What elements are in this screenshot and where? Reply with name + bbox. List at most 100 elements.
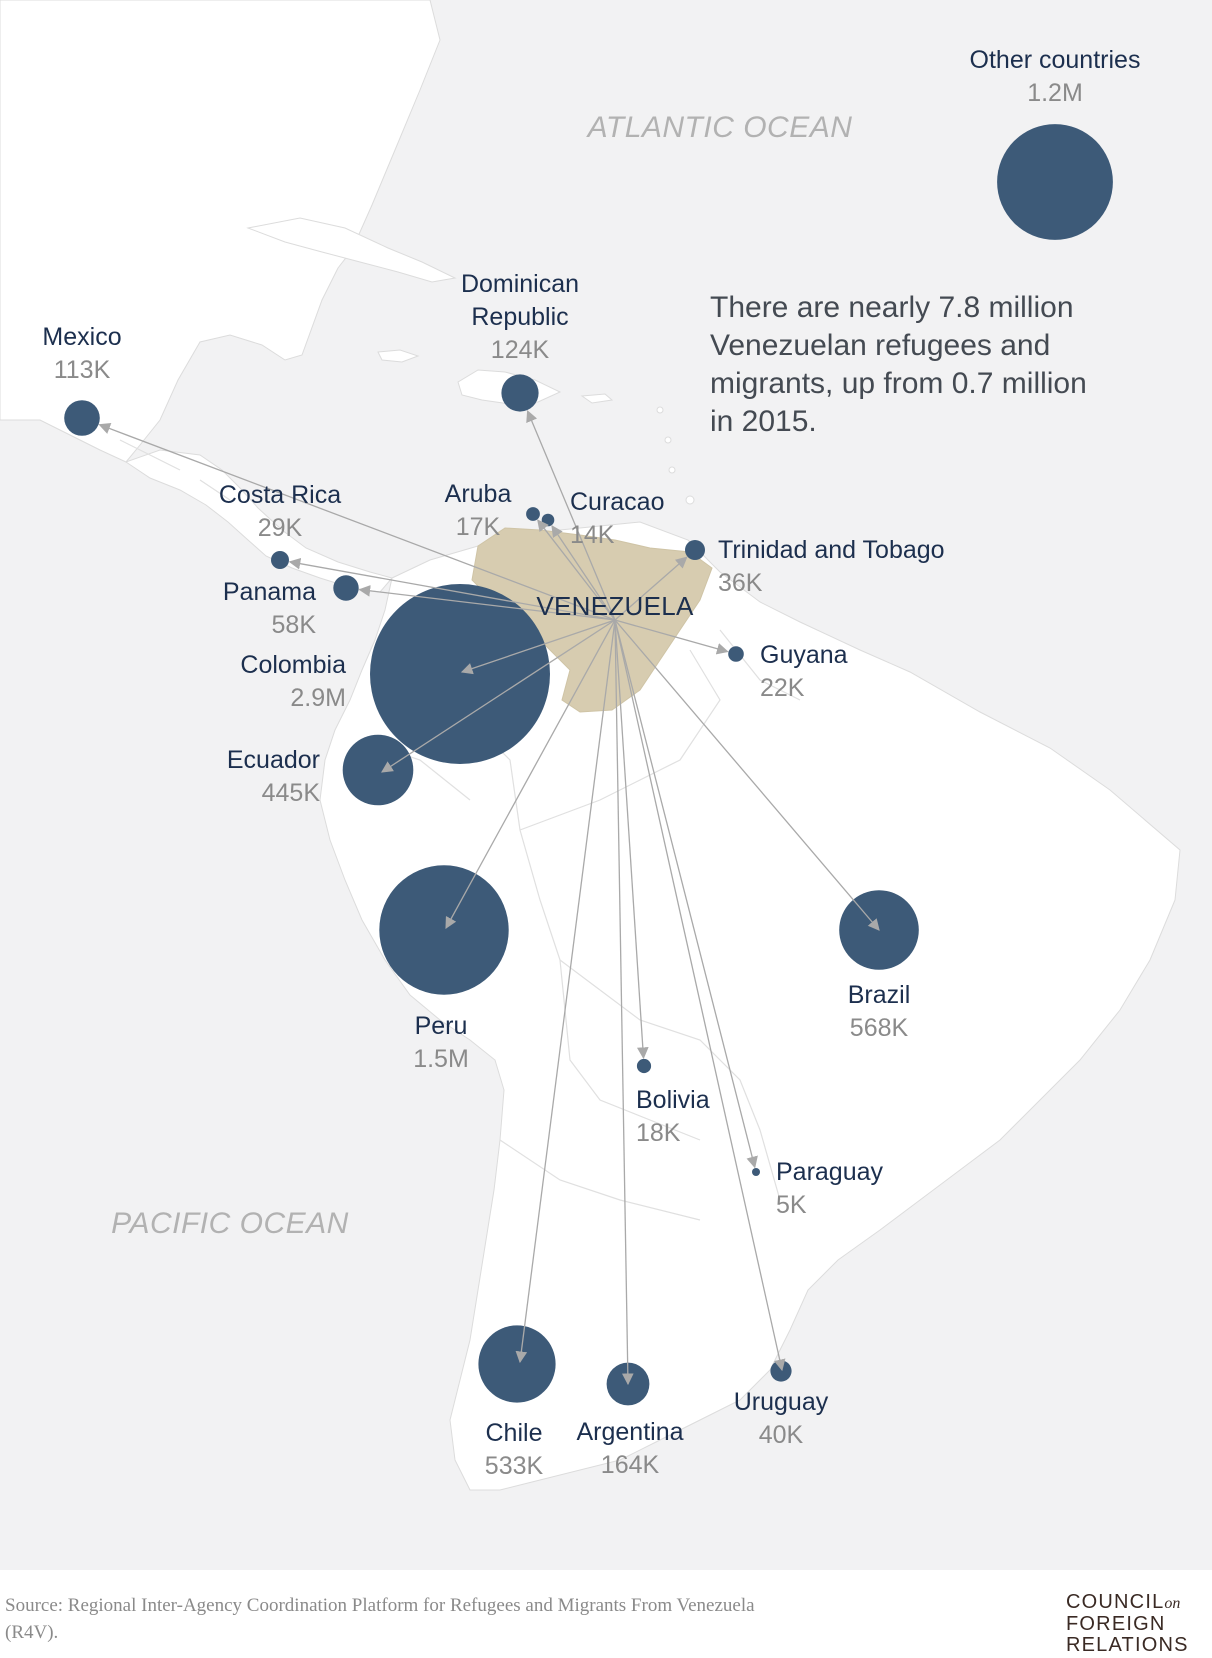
label-value-peru: 1.5M [413, 1045, 469, 1073]
destination-labels: Mexico 113K Dominican Republic 124K Costa Ric… [42, 46, 1140, 1480]
label-value-colombia: 2.9M [290, 684, 346, 712]
label-name-curacao: Curacao [570, 488, 665, 516]
destination-bubbles [64, 124, 1113, 1406]
label-name-trinidad-and-tobago: Trinidad and Tobago [718, 536, 945, 564]
label-name-panama: Panama [223, 578, 316, 606]
label-name-uruguay: Uruguay [734, 1388, 829, 1416]
label-name-ecuador: Ecuador [227, 746, 320, 774]
bubble-trinidad-and-tobago [685, 540, 705, 560]
bubble-dominican-republic [501, 374, 539, 412]
land-island [656, 406, 664, 414]
cfr-logo: COUNCILon FOREIGN RELATIONS [1066, 1592, 1206, 1656]
label-value-curacao: 14K [570, 521, 615, 549]
bubble-guyana [728, 646, 744, 662]
summary-line: migrants, up from 0.7 million [710, 367, 1087, 400]
source-note: Source: Regional Inter-Agency Coordinati… [5, 1595, 755, 1643]
arrow-to-dominican-republic [526, 410, 616, 621]
arrow-to-ecuador [381, 619, 616, 773]
land-island [664, 436, 672, 444]
bubble-curacao [541, 513, 555, 527]
border-line [519, 649, 721, 831]
border-line [199, 479, 231, 501]
bubble-colombia [370, 584, 550, 764]
label-value-paraguay: 5K [776, 1191, 807, 1219]
label-value-panama: 58K [272, 611, 317, 639]
summary-annotation: There are nearly 7.8 million Venezuelan … [710, 291, 1087, 438]
label-value-trinidad-and-tobago: 36K [718, 569, 763, 597]
label-value-other-countries: 1.2M [1027, 79, 1083, 107]
bubble-paraguay [752, 1168, 760, 1176]
footer: Source: Regional Inter-Agency Coordinati… [0, 1570, 1212, 1658]
label-value-dominican-republic: 124K [491, 336, 550, 364]
label-name-guyana: Guyana [760, 641, 848, 669]
border-line [719, 629, 801, 701]
label-name-other-countries: Other countries [970, 46, 1141, 74]
arrow-to-guyana [614, 619, 729, 655]
label-name-peru: Peru [415, 1012, 468, 1040]
ocean-label-atlantic: ATLANTIC OCEAN [586, 111, 853, 144]
label-name-dominican-republic: Dominican [461, 270, 579, 298]
border-line [599, 989, 781, 1201]
land-puerto-rico [580, 393, 614, 404]
summary-line: Venezuelan refugees and [710, 329, 1050, 362]
arrow-to-mexico [98, 422, 616, 621]
bubble-aruba [526, 507, 540, 521]
bubble-other-countries [997, 124, 1113, 240]
arrow-to-argentina [614, 619, 634, 1386]
logo-line: on [1164, 1595, 1181, 1612]
arrow-to-uruguay [614, 619, 786, 1372]
label-value-aruba: 17K [456, 513, 501, 541]
bubble-panama [333, 575, 359, 601]
logo-line: RELATIONS [1066, 1634, 1189, 1656]
arrow-to-bolivia [614, 619, 649, 1060]
arrow-to-paraguay [614, 619, 758, 1169]
migration-map: ATLANTIC OCEAN PACIFIC OCEAN There are n… [0, 0, 1212, 1570]
arrow-to-chile [515, 619, 616, 1364]
arrow-to-aruba [537, 519, 616, 621]
land-cuba [246, 217, 457, 283]
label-name-argentina: Argentina [576, 1418, 683, 1446]
label-value-argentina: 164K [601, 1451, 660, 1479]
label-name-paraguay: Paraguay [776, 1158, 884, 1186]
bubble-bolivia [636, 1058, 652, 1074]
label-value-ecuador: 445K [262, 779, 321, 807]
label-name-bolivia: Bolivia [636, 1086, 710, 1114]
arrow-to-trinidad-and-tobago [614, 556, 688, 621]
label-name-brazil: Brazil [848, 981, 911, 1009]
bubble-chile [478, 1325, 556, 1403]
label-value-bolivia: 18K [636, 1119, 681, 1147]
label-name-chile: Chile [486, 1419, 543, 1447]
arrow-to-colombia [460, 619, 616, 675]
label-value-brazil: 568K [850, 1014, 909, 1042]
land-north-america [0, 0, 441, 463]
label-value-chile: 533K [485, 1452, 544, 1480]
label-name-dominican-republic: Republic [471, 303, 568, 331]
migration-arrows [98, 410, 880, 1386]
label-value-uruguay: 40K [759, 1421, 804, 1449]
logo-line: FOREIGN [1066, 1613, 1166, 1635]
origin-label-venezuela: VENEZUELA [536, 591, 694, 621]
bubble-costa-rica [271, 551, 289, 569]
label-name-aruba: Aruba [445, 480, 512, 508]
arrow-to-brazil [614, 619, 880, 931]
arrow-to-panama [358, 585, 616, 621]
label-value-mexico: 113K [54, 356, 111, 384]
land-island [685, 495, 695, 505]
border-line [559, 959, 701, 1141]
ocean-label-pacific: PACIFIC OCEAN [111, 1207, 349, 1240]
logo-line: COUNCIL [1066, 1591, 1165, 1613]
bubble-peru [379, 865, 509, 995]
label-value-costa-rica: 29K [258, 514, 303, 542]
label-name-mexico: Mexico [42, 323, 121, 351]
border-line [499, 1139, 701, 1221]
summary-line: There are nearly 7.8 million [710, 291, 1074, 324]
border-line [119, 439, 181, 471]
label-name-colombia: Colombia [240, 651, 346, 679]
label-name-costa-rica: Costa Rica [219, 481, 341, 509]
land-jamaica [377, 349, 420, 363]
land-island [668, 466, 676, 474]
label-value-guyana: 22K [760, 674, 805, 702]
arrow-to-costa-rica [288, 557, 616, 621]
bubble-mexico [64, 400, 100, 436]
arrow-to-curacao [551, 525, 616, 621]
